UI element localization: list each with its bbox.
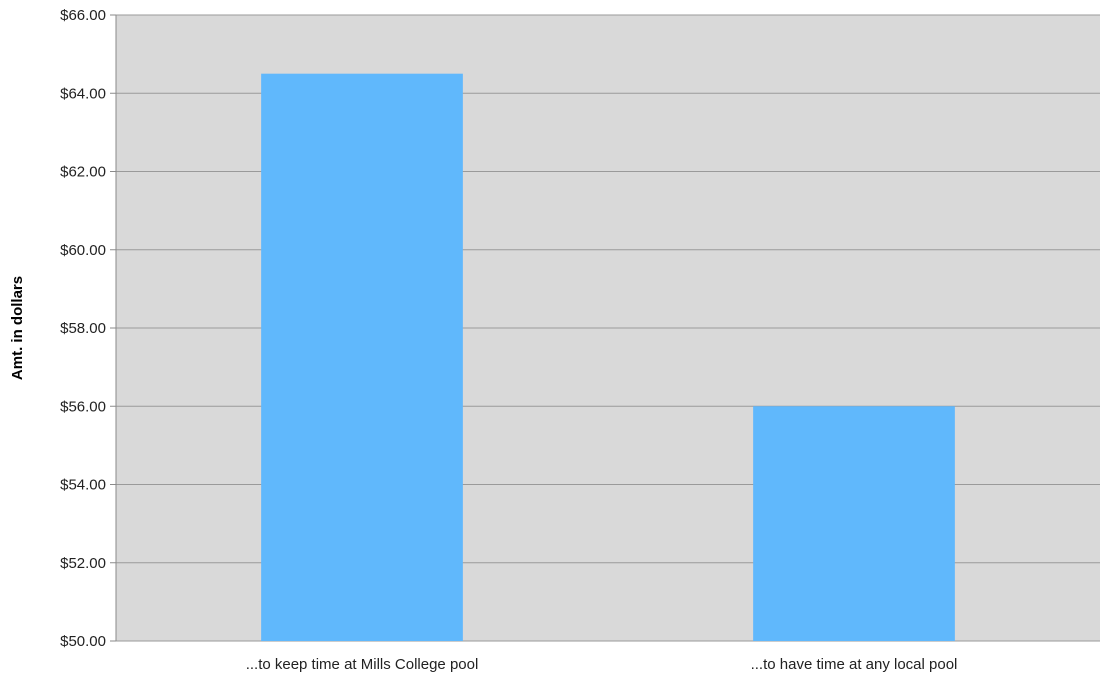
y-tick-label: $60.00 [60,242,106,259]
bar [753,406,955,641]
y-tick-label: $66.00 [60,7,106,24]
y-axis-title: Amt. in dollars [9,276,26,380]
bars [261,73,955,641]
x-axis-categories: ...to keep time at Mills College pool...… [246,656,958,673]
y-tick-label: $62.00 [60,164,106,181]
y-axis-ticks: $50.00 $52.00 $54.00 $56.00 $58.00 $60.00 $62.… [60,7,117,650]
x-category-label: ...to have time at any local pool [751,656,958,673]
y-tick-label: $64.00 [60,85,106,102]
y-tick-label: $50.00 [60,633,106,650]
bar [261,73,463,641]
x-category-label: ...to keep time at Mills College pool [246,656,479,673]
y-tick-label: $56.00 [60,398,106,415]
y-tick-label: $52.00 [60,555,106,572]
y-tick-label: $58.00 [60,320,106,337]
y-tick-label: $54.00 [60,477,106,494]
